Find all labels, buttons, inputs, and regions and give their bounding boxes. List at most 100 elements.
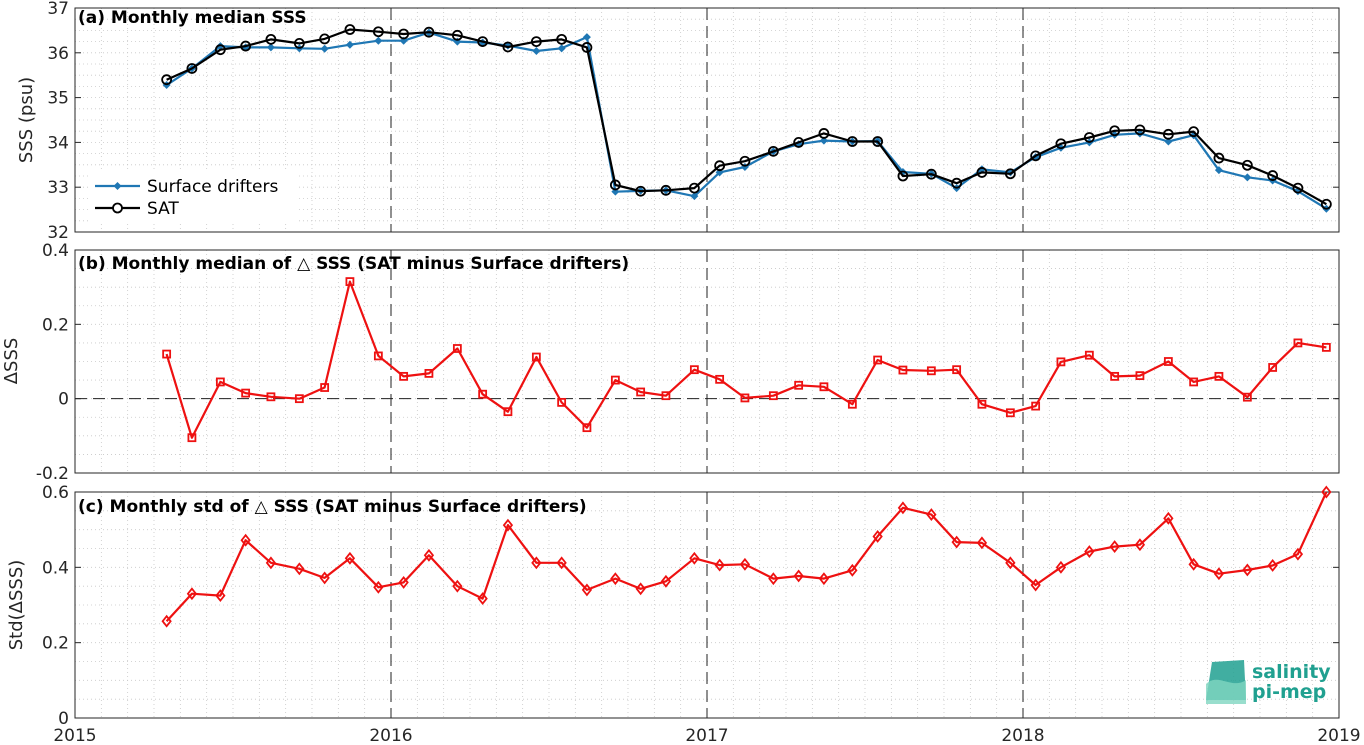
data-point-delta-median [294, 394, 304, 404]
data-point-delta-median [1321, 342, 1331, 352]
legend-sat-marker [112, 202, 123, 214]
data-point-sat [451, 29, 463, 41]
data-point-drifters [977, 165, 986, 174]
data-point-delta-median [557, 397, 567, 407]
data-point-delta-median [768, 391, 778, 401]
data-point-delta-std [897, 501, 909, 515]
x-tick-label: 2016 [369, 726, 412, 745]
data-point-delta-std [1030, 578, 1041, 592]
data-point-delta-std [581, 583, 593, 597]
data-point-delta-median [926, 366, 936, 376]
data-point-sat [372, 26, 384, 38]
data-point-sat [1241, 159, 1253, 171]
x-tick-label: 2019 [1317, 726, 1360, 745]
panel-b-median-delta-sss: -0.2 0 0.2 0.4 (b) Monthly median of △ SSS … [1, 241, 1340, 484]
data-point-delta-median [478, 389, 488, 399]
y-tick-label: 36 [47, 44, 69, 64]
data-point-sat [319, 33, 331, 45]
data-point-delta-std [976, 536, 988, 550]
legend-drifters-label: Surface drifters [147, 177, 278, 197]
data-point-sat [1109, 125, 1121, 137]
panel-a-y-axis-label: SSS (psu) [16, 77, 37, 163]
x-tick-label: 2018 [1001, 726, 1044, 745]
data-point-delta-median [740, 393, 750, 403]
data-point-delta-std [215, 589, 226, 603]
y-tick-label: -0.2 [36, 464, 69, 484]
data-point-sat [767, 145, 779, 157]
data-point-drifters [582, 33, 591, 42]
data-point-sat [1134, 124, 1146, 136]
data-point-sat [976, 167, 988, 178]
data-point-sat [872, 136, 884, 147]
data-point-drifters [819, 136, 828, 145]
data-point-delta-median [1110, 371, 1120, 381]
data-point-delta-median [1293, 338, 1303, 348]
data-point-sat [1162, 128, 1174, 140]
data-point-delta-std [818, 572, 830, 586]
data-point-delta-median [661, 391, 671, 401]
data-point-drifters [1243, 173, 1252, 182]
data-point-delta-std [714, 558, 725, 572]
data-point-drifters [266, 43, 275, 52]
data-point-delta-std [1163, 511, 1174, 525]
data-point-sat [609, 179, 621, 191]
data-point-drifters [320, 44, 329, 53]
logo-wave [1206, 679, 1246, 704]
salinity-pi-mep-logo: salinity pi-mep [1206, 660, 1331, 704]
data-point-delta-std [1188, 557, 1199, 571]
data-point-drifters [557, 44, 566, 53]
series-line-delta-median [165, 280, 1327, 439]
data-point-sat [660, 184, 672, 196]
data-point-sat [1030, 150, 1042, 162]
data-point-delta-std [373, 580, 384, 594]
data-point-delta-median [1005, 408, 1015, 418]
data-point-delta-std [1005, 556, 1016, 570]
data-point-delta-std [1242, 563, 1253, 577]
data-point-delta-median [977, 399, 987, 409]
data-point-delta-median [1031, 401, 1041, 411]
data-point-delta-std [1109, 540, 1120, 554]
logo-line-1: salinity [1252, 661, 1331, 683]
data-point-sat [951, 177, 963, 189]
data-point-drifters [1214, 166, 1223, 175]
data-point-sat [1055, 138, 1067, 150]
data-point-delta-std [398, 575, 409, 589]
x-tick-label: 2017 [685, 726, 728, 745]
data-point-sat [556, 33, 568, 45]
data-point-sat [739, 155, 751, 167]
data-point-delta-median [636, 387, 646, 397]
y-tick-label: 0.2 [42, 315, 69, 335]
data-point-delta-std [739, 557, 751, 571]
data-point-delta-median [320, 383, 330, 392]
legend-drifters-marker [113, 182, 122, 190]
data-point-drifters [216, 42, 225, 51]
data-point-delta-std [768, 572, 779, 586]
data-point-delta-std [344, 551, 356, 565]
data-point-sat [1004, 168, 1016, 180]
data-point-delta-median [399, 371, 409, 381]
data-point-drifters [374, 36, 383, 45]
data-point-delta-std [319, 571, 330, 585]
data-point-delta-median [898, 365, 908, 375]
y-tick-label: 0.2 [42, 634, 69, 654]
data-point-delta-median [819, 382, 829, 392]
panel-a-title: (a) Monthly median SSS [78, 8, 307, 28]
data-point-sat [423, 26, 435, 38]
data-point-delta-median [610, 375, 620, 385]
data-point-delta-std [186, 587, 198, 601]
panel-b-title: (b) Monthly median of △ SSS (SAT minus S… [78, 254, 629, 274]
data-point-delta-median [215, 377, 225, 387]
data-point-sat [793, 136, 805, 148]
data-point-delta-std [1134, 538, 1146, 552]
data-point-delta-median [1268, 363, 1278, 372]
data-point-delta-median [847, 399, 857, 409]
data-point-delta-std [502, 518, 514, 532]
y-tick-label: 0 [58, 709, 69, 729]
data-point-delta-median [187, 433, 197, 443]
data-point-drifters [532, 47, 541, 56]
series-line-sat [166, 28, 1327, 206]
data-point-delta-median [1084, 350, 1094, 360]
data-point-delta-median [266, 392, 276, 402]
data-point-delta-median [1189, 377, 1199, 387]
data-point-delta-median [452, 344, 462, 353]
